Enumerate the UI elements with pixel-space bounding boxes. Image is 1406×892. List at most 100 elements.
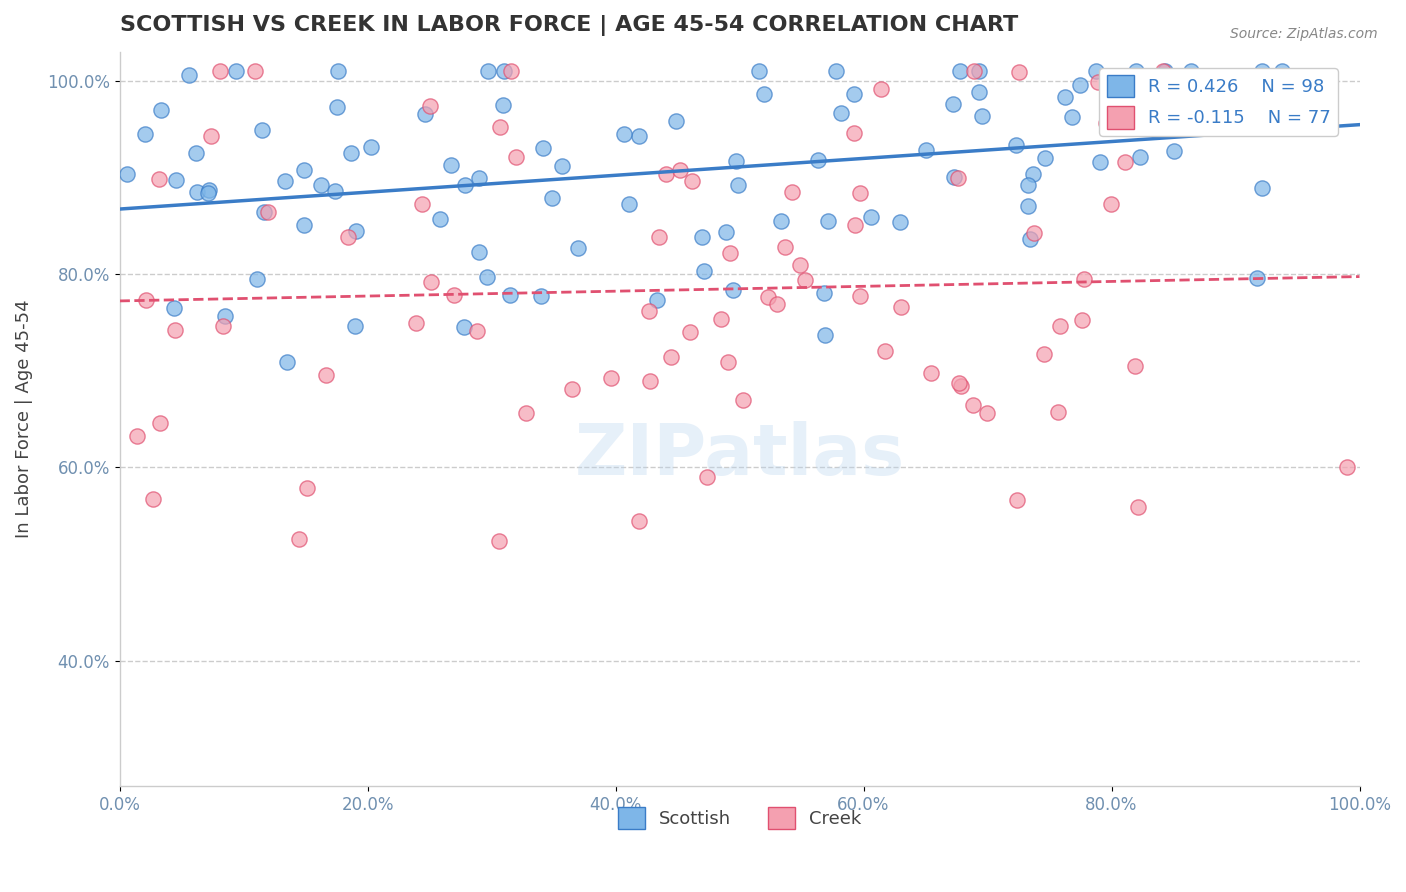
Point [294,219,316,233]
Point [655,167,678,181]
Point [870,82,893,96]
Point [550,159,572,173]
Point [628,514,651,528]
Point [257,204,280,219]
Point [1194,85,1216,99]
Point [134,128,156,142]
Point [600,371,623,385]
Point [710,312,733,326]
Point [530,288,553,302]
Point [468,170,491,185]
Point [505,150,527,164]
Point [690,229,713,244]
Point [942,97,965,112]
Point [1017,198,1039,212]
Point [724,154,747,169]
Point [976,406,998,420]
Point [637,303,659,318]
Point [276,354,298,368]
Point [419,275,441,289]
Point [489,120,512,135]
Point [613,127,636,141]
Point [817,214,839,228]
Point [756,290,779,304]
Point [163,301,186,316]
Point [844,218,866,232]
Point [696,469,718,483]
Point [246,272,269,286]
Point [718,246,741,260]
Point [208,64,231,78]
Point [328,64,350,78]
Point [807,153,830,167]
Point [943,169,966,184]
Point [225,64,247,78]
Point [1250,181,1272,195]
Point [250,122,273,136]
Point [323,184,346,198]
Point [1180,64,1202,78]
Point [499,64,522,78]
Point [844,87,866,102]
Point [297,481,319,495]
Point [411,196,433,211]
Point [830,106,852,120]
Point [453,178,475,192]
Point [659,351,682,365]
Point [950,379,973,393]
Point [1053,90,1076,104]
Point [1152,64,1174,78]
Y-axis label: In Labor Force | Age 45-54: In Labor Force | Age 45-54 [15,300,32,539]
Point [127,429,149,443]
Point [419,99,441,113]
Point [1123,359,1146,373]
Point [648,230,671,244]
Point [1229,117,1251,131]
Point [1017,178,1039,193]
Point [149,416,172,430]
Point [443,288,465,302]
Point [1215,79,1237,94]
Point [946,171,969,186]
Point [813,286,835,301]
Point [488,534,510,549]
Point [337,230,360,244]
Point [468,244,491,259]
Text: Source: ZipAtlas.com: Source: ZipAtlas.com [1230,27,1378,41]
Point [499,288,522,302]
Point [465,324,488,338]
Point [343,318,366,333]
Point [1099,197,1122,211]
Point [962,398,984,412]
Point [627,128,650,143]
Point [1049,319,1071,334]
Point [1129,150,1152,164]
Point [824,64,846,78]
Point [1128,500,1150,515]
Point [117,168,139,182]
Point [165,173,187,187]
Point [681,174,703,188]
Point [1005,137,1028,152]
Point [561,382,583,396]
Point [727,178,749,193]
Point [814,328,837,343]
Point [617,197,640,211]
Point [429,212,451,227]
Point [150,103,173,118]
Point [1251,64,1274,78]
Point [253,205,276,219]
Point [890,301,912,315]
Point [212,318,235,333]
Text: ZIPatlas: ZIPatlas [575,421,904,491]
Point [717,355,740,369]
Point [142,492,165,507]
Point [765,297,787,311]
Point [679,325,702,339]
Point [669,163,692,178]
Point [440,158,463,172]
Point [567,241,589,255]
Point [948,376,970,390]
Point [1073,272,1095,286]
Point [714,226,737,240]
